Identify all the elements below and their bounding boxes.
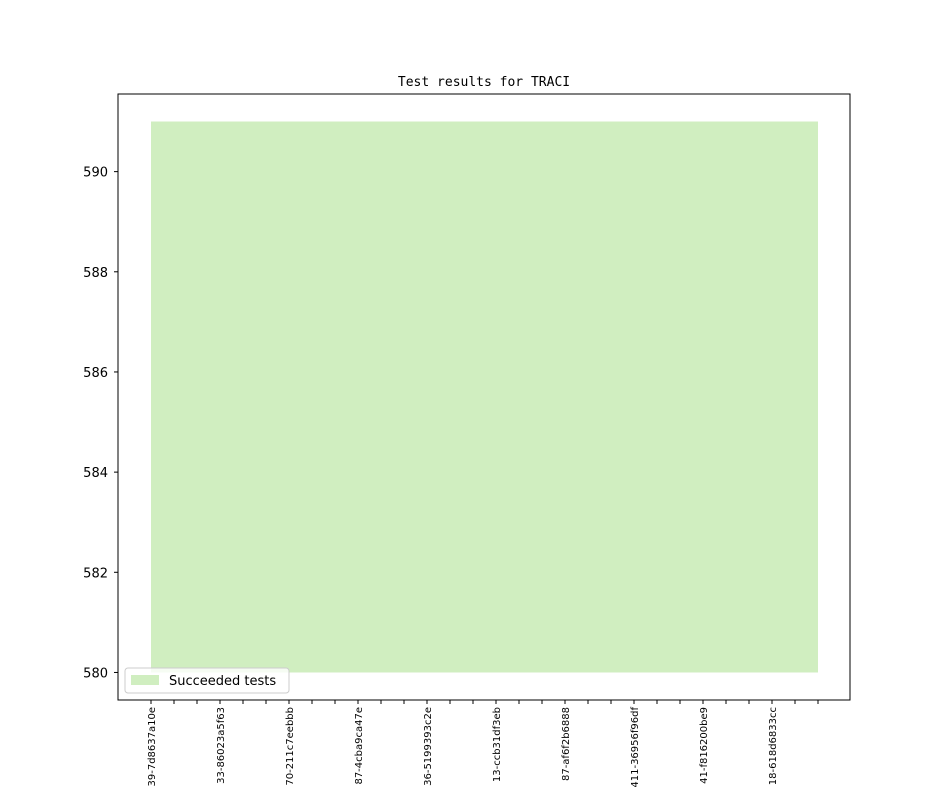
legend-swatch-succeeded: [131, 675, 159, 685]
y-tick-label: 582: [83, 566, 108, 581]
plot-area: [151, 121, 818, 673]
y-tick-label: 590: [83, 166, 108, 181]
legend: Succeeded tests: [124, 667, 290, 694]
x-tick-label: 87-4cba9ca47e: [354, 707, 365, 785]
legend-label-succeeded: Succeeded tests: [169, 674, 276, 689]
x-tick-label: 13-ccb31df3eb: [492, 707, 503, 782]
x-tick-label: 70-211c7eebbb: [285, 707, 296, 786]
y-tick-label: 588: [83, 266, 108, 281]
x-axis: 39-7d8637a10e 33-86023a5f63 70-211c7eebbb 8…: [147, 700, 819, 787]
y-tick-label: 580: [83, 666, 108, 681]
axes-frame: [117, 93, 851, 701]
x-tick-label: 411-36956f96df: [630, 707, 641, 787]
legend-box: [124, 667, 290, 694]
y-tick-label: 584: [83, 466, 108, 481]
y-tick-label: 586: [83, 366, 108, 381]
x-tick-label: 39-7d8637a10e: [147, 707, 158, 787]
x-tick-label: 18-618d6833cc: [768, 707, 779, 785]
x-tick-label: 87-af6f2b6888: [561, 707, 572, 781]
x-tick-label: 33-86023a5f63: [216, 707, 227, 784]
y-axis: 580 582 584 586 588 590: [83, 166, 118, 681]
x-tick-label: 41-f816200be9: [699, 707, 710, 784]
chart-title: Test results for TRACI: [398, 75, 570, 90]
x-tick-label: 36-5199393c2e: [423, 707, 434, 786]
area-succeeded-tests: [151, 121, 818, 673]
